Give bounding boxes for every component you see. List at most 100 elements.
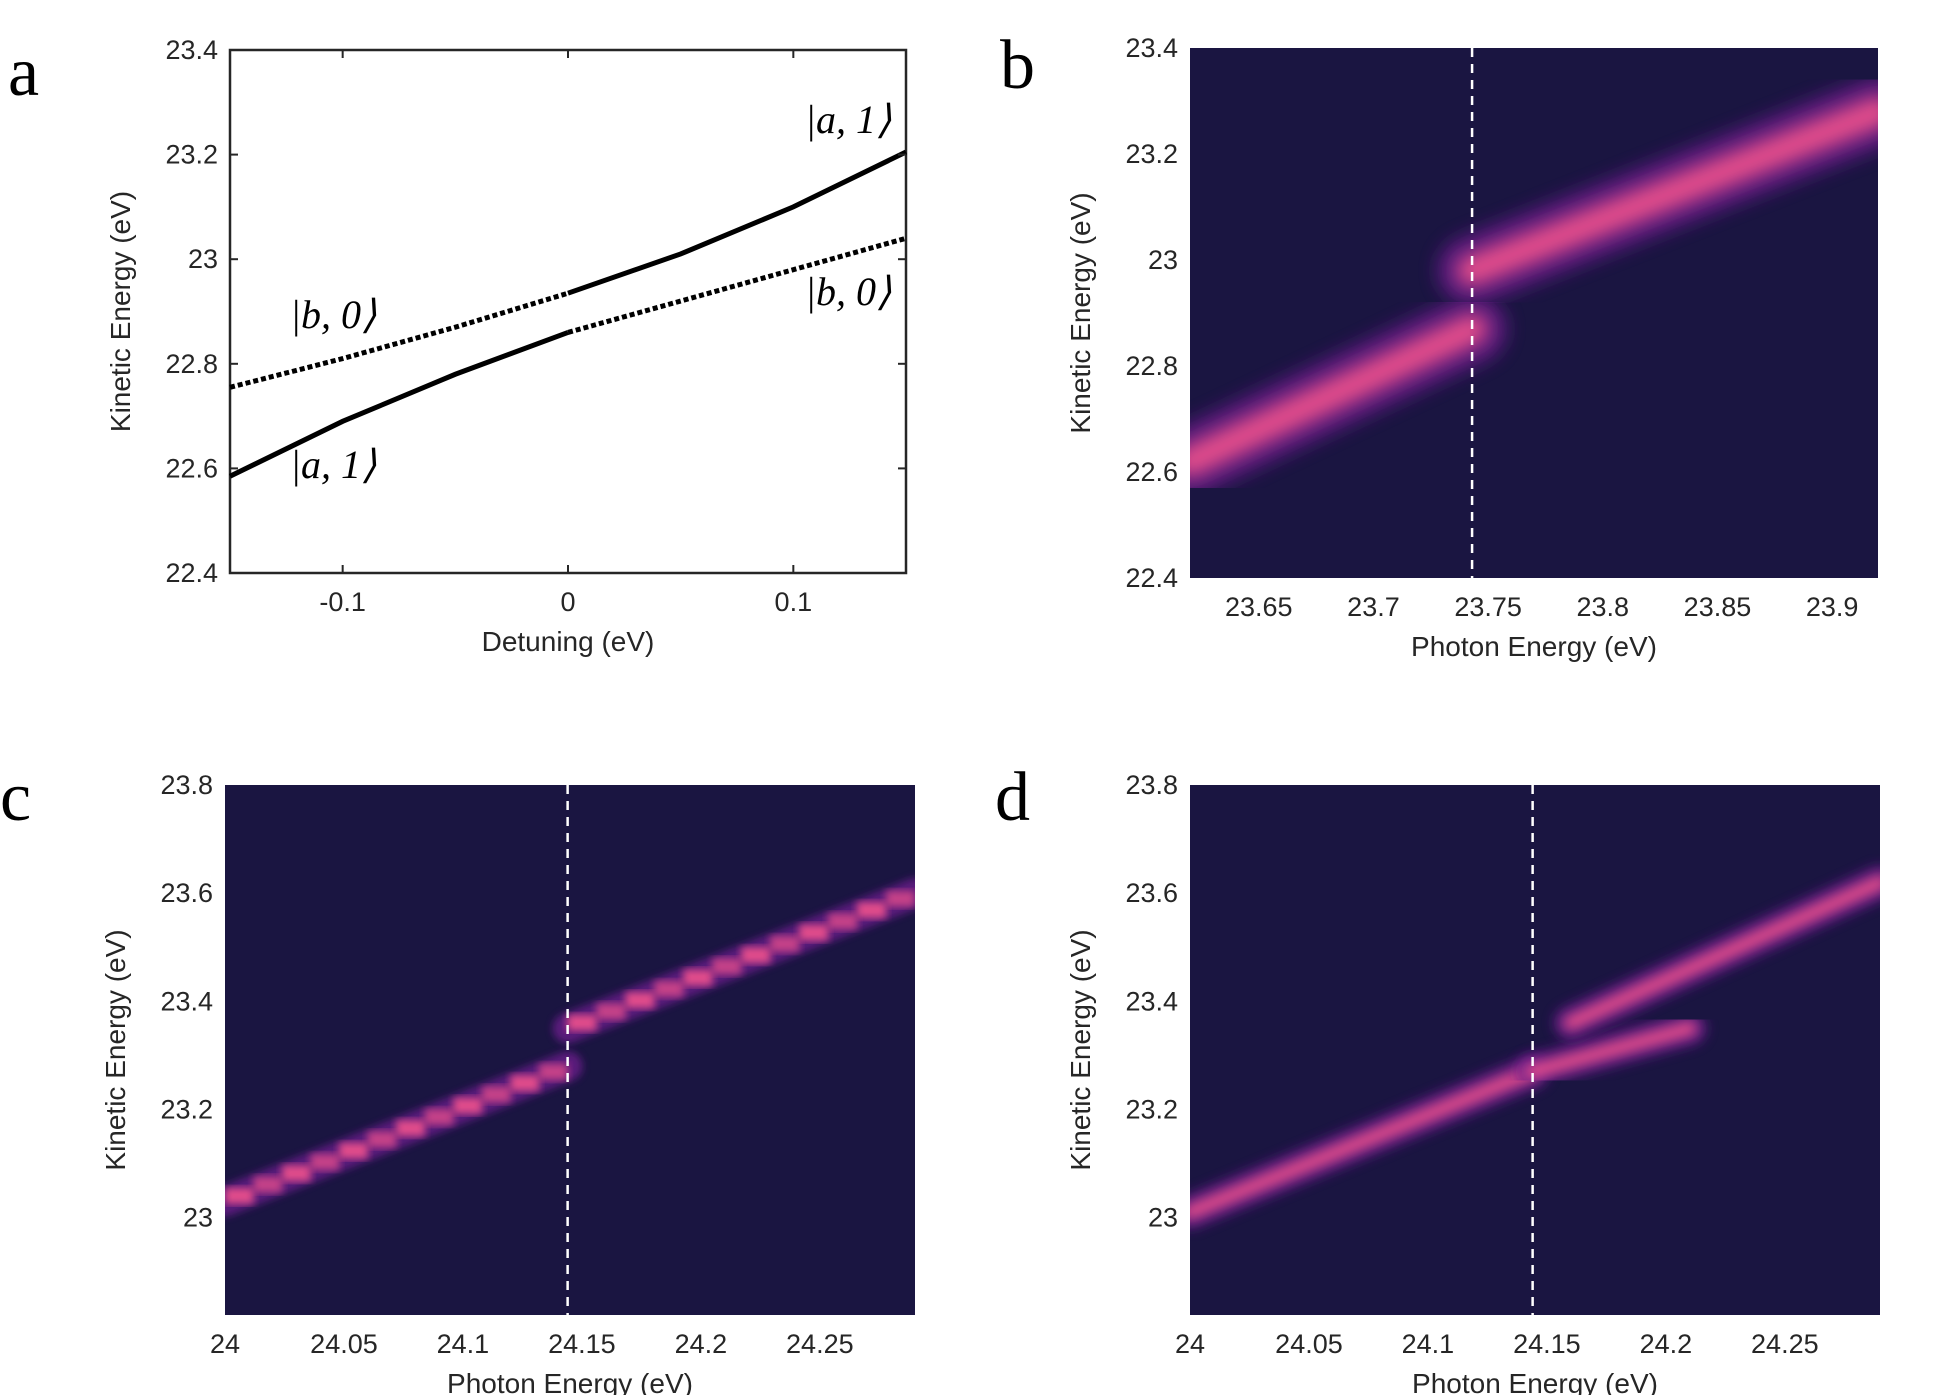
panel-b-xlabel: Photon Energy (eV): [1411, 631, 1657, 662]
panel-c-xtick-label-0: 24: [210, 1329, 240, 1359]
panel-b-ytick-label-3: 23: [1148, 245, 1178, 275]
panel-c-ytick-label-0: 23: [183, 1203, 213, 1233]
panel-a-ytick-label-5: 23.4: [165, 35, 218, 65]
panel-d-xtick-label-0: 24: [1175, 1329, 1205, 1359]
panel-c-band-segment-0-8: [453, 1097, 482, 1114]
panel-d-ytick-label-3: 23.6: [1125, 878, 1178, 908]
panel-c-bands: [225, 878, 915, 1217]
panel-c-ytick-label-2: 23.4: [160, 986, 213, 1016]
panel-c-band-segment-0-4: [339, 1142, 368, 1159]
panel-a-series-b0_upper_dotted: [229, 290, 569, 390]
panel-c-background: [225, 785, 915, 1315]
panel-c-xlabel: Photon Energy (eV): [447, 1368, 693, 1395]
panel-c-band-segment-0-10: [510, 1075, 540, 1092]
panel-b-ytick-label-0: 22.4: [1125, 563, 1178, 593]
panel-c-band-segment-1-1: [596, 1003, 626, 1020]
panel-d-xtick-label-5: 24.25: [1751, 1329, 1819, 1359]
panel-c-band-segment-1-2: [625, 992, 655, 1009]
panel-d-xtick-label-4: 24.2: [1640, 1329, 1693, 1359]
panel-b-xtick-label-0: 23.65: [1225, 592, 1293, 622]
panel-c-band-segment-0-7: [424, 1108, 454, 1125]
panel-label-d: d: [995, 759, 1030, 836]
panel-d-ytick-label-2: 23.4: [1125, 986, 1178, 1016]
annotation-a1-lower: |a, 1⟩: [290, 442, 377, 487]
panel-c-xtick-label-2: 24.1: [437, 1329, 490, 1359]
panel-c-band-segment-1-6: [741, 947, 771, 964]
panel-b-xtick-label-3: 23.8: [1577, 592, 1630, 622]
panel-label-b: b: [1000, 27, 1035, 104]
panel-b-ytick-label-2: 22.8: [1125, 351, 1178, 381]
panel-a-series-a1_upper_solid: [567, 149, 908, 296]
panel-c-band-segment-0-6: [396, 1120, 425, 1137]
panel-c-band-segment-1-9: [828, 913, 858, 930]
panel-c-band-segment-1-0: [567, 1014, 597, 1031]
panel-b-xtick-label-1: 23.7: [1347, 592, 1400, 622]
panel-c-xtick-label-3: 24.15: [548, 1329, 616, 1359]
panel-c-band-segment-0-0: [225, 1187, 254, 1204]
panel-b-band-core-1: [1457, 96, 1878, 286]
panel-d-ylabel: Kinetic Energy (eV): [1065, 929, 1096, 1170]
panel-a-series-b0_lower_dotted: [567, 235, 907, 335]
panel-b-ytick-label-1: 22.6: [1125, 457, 1178, 487]
panel-label-c: c: [0, 759, 31, 836]
panel-c-ytick-label-1: 23.2: [160, 1094, 213, 1124]
panel-c-band-segment-1-3: [654, 980, 684, 997]
panel-a-xtick-label-0: -0.1: [319, 587, 366, 617]
panel-a-ylabel: Kinetic Energy (eV): [105, 191, 136, 432]
panel-c-band-segment-1-11: [886, 890, 915, 907]
panel-c-xtick-label-4: 24.2: [675, 1329, 728, 1359]
panel-a-ytick-label-1: 22.6: [165, 453, 218, 483]
panel-b-band-core-0: [1190, 313, 1488, 477]
panel-c-group: 24 24.05 24.1 24.15 24.2 24.25 23 23.2 23.4 23.6 2…: [100, 770, 915, 1395]
panel-b-ytick-label-4: 23.2: [1125, 139, 1178, 169]
panel-c-ytick-label-3: 23.6: [160, 878, 213, 908]
panel-d-xtick-label-3: 24.15: [1513, 1329, 1581, 1359]
panel-a-xlabel: Detuning (eV): [482, 626, 655, 657]
panel-c-band-segment-0-2: [282, 1165, 311, 1182]
panel-c-band-segment-1-4: [683, 969, 713, 986]
panel-b-xtick-label-2: 23.75: [1454, 592, 1522, 622]
panel-c-band-segment-1-5: [712, 958, 742, 975]
panel-a-series-a1_lower_solid: [228, 330, 569, 479]
panel-c-ylabel: Kinetic Energy (eV): [100, 929, 131, 1170]
panel-d-xtick-label-2: 24.1: [1402, 1329, 1455, 1359]
panel-a-xtick-label-1: 0: [560, 587, 575, 617]
panel-c-band-segment-0-3: [310, 1153, 340, 1170]
panel-a-group: -0.1 0 0.1 22.4 22.6 22.8 23 23.2 23.4 Detuning (…: [105, 35, 908, 657]
panel-c-band-segment-1-10: [857, 902, 887, 919]
annotation-b0-upper: |b, 0⟩: [290, 292, 377, 337]
panel-c-ytick-label-4: 23.8: [160, 770, 213, 800]
panel-d-ytick-label-0: 23: [1148, 1203, 1178, 1233]
panel-a-ytick-label-0: 22.4: [165, 558, 218, 588]
panel-c-band-segment-0-9: [481, 1086, 511, 1103]
panel-a-xtick-label-2: 0.1: [775, 587, 813, 617]
panel-d-band-core-0: [1190, 1064, 1540, 1220]
panel-b-xtick-label-5: 23.9: [1806, 592, 1859, 622]
panel-a-ytick-label-3: 23: [188, 244, 218, 274]
panel-d-band-core-1: [1525, 1021, 1697, 1079]
panel-c-xtick-label-1: 24.05: [310, 1329, 378, 1359]
annotation-a1-upper: |a, 1⟩: [805, 97, 892, 142]
panel-b-bands: [1190, 76, 1878, 497]
panel-c-band-segment-0-5: [367, 1131, 397, 1148]
panel-d-bands: [1190, 865, 1880, 1230]
panel-d-ytick-label-1: 23.2: [1125, 1094, 1178, 1124]
panel-c-xtick-label-5: 24.25: [786, 1329, 854, 1359]
panel-b-group: 23.65 23.7 23.75 23.8 23.85 23.9 22.4 22.6 22.8 2…: [1065, 33, 1878, 662]
annotation-b0-lower: |b, 0⟩: [805, 269, 892, 314]
panel-d-background: [1190, 785, 1880, 1315]
panel-a-ytick-label-4: 23.2: [165, 140, 218, 170]
panel-d-xlabel: Photon Energy (eV): [1412, 1368, 1658, 1395]
panel-c-band-segment-0-1: [253, 1176, 283, 1193]
panel-a-axes-box: [228, 48, 908, 575]
panel-b-ylabel: Kinetic Energy (eV): [1065, 192, 1096, 433]
panel-c-band-segment-0-11: [539, 1063, 568, 1080]
panel-b-ytick-label-5: 23.4: [1125, 33, 1178, 63]
panel-b-xtick-label-4: 23.85: [1684, 592, 1752, 622]
panel-c-band-segment-1-8: [799, 924, 829, 941]
panel-d-ytick-label-4: 23.8: [1125, 770, 1178, 800]
panel-d-band-core-2: [1563, 875, 1880, 1030]
panel-d-xtick-label-1: 24.05: [1275, 1329, 1343, 1359]
panel-d-group: 24 24.05 24.1 24.15 24.2 24.25 23 23.2 23.4 23.6 2…: [1065, 770, 1880, 1395]
